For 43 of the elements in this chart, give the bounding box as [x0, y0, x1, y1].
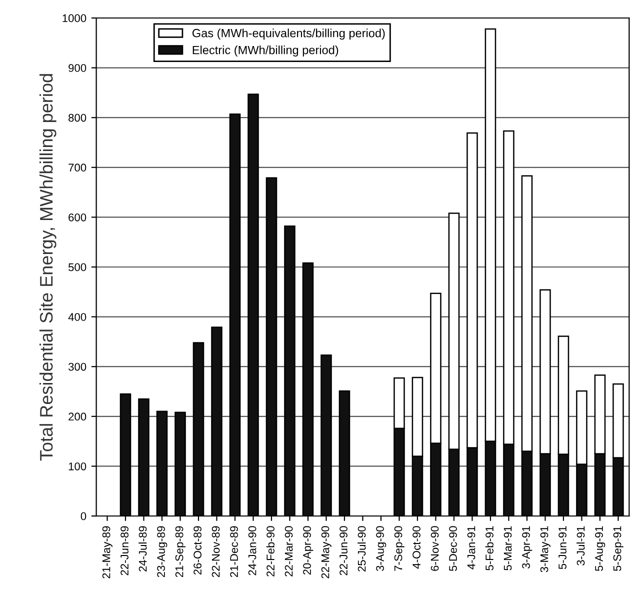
x-tick-label: 4-Jan-91 [467, 526, 476, 570]
x-tick-label: 3-May-91 [540, 526, 550, 572]
y-tick-label: 500 [68, 263, 86, 272]
x-tick-label: 22-Nov-89 [212, 526, 220, 578]
y-tick-label: 100 [68, 462, 86, 470]
x-tick-label: 6-Nov-90 [430, 526, 439, 571]
y-tick-label: 600 [68, 213, 86, 222]
y-tick-label: 200 [68, 412, 86, 421]
x-tick-label: 22-Feb-90 [266, 526, 274, 576]
x-tick-label: 5-Feb-91 [485, 526, 494, 570]
legend-label: Gas (MWh-equivalents/billing period) [192, 28, 385, 40]
legend-label: Electric (MWh/billing period) [192, 46, 338, 57]
x-tick-label: 5-Aug-91 [595, 526, 606, 571]
x-tick-label: 3-Aug-90 [376, 526, 386, 572]
x-tick-label: 22-Jun-90 [340, 526, 348, 576]
x-tick-label: 22-May-90 [321, 526, 332, 578]
y-tick-label: 800 [68, 114, 86, 122]
x-tick-label: 26-Oct-89 [194, 526, 202, 575]
x-tick-label: 25-Jul-90 [358, 526, 366, 572]
x-tick-label: 21-Sep-89 [175, 526, 186, 578]
x-tick-label: 5-Dec-90 [449, 526, 457, 571]
y-tick-label: 400 [68, 313, 86, 321]
x-tick-label: 5-Sep-91 [613, 526, 624, 571]
x-tick-label: 3-Jul-91 [576, 526, 585, 566]
y-axis-title: Total Residential Site Energy, MWh/billing period [39, 74, 56, 461]
x-tick-label: 23-Aug-89 [157, 526, 168, 578]
y-tick-label: 1000 [62, 14, 86, 22]
x-tick-label: 3-Apr-91 [522, 526, 532, 569]
y-tick-label: 700 [68, 164, 86, 172]
y-tick-label: 300 [68, 362, 86, 371]
x-tick-label: 24-Jul-89 [138, 526, 147, 572]
x-tick-label: 5-Mar-91 [504, 526, 512, 570]
x-tick-label: 4-Oct-90 [412, 526, 420, 569]
x-tick-label: 22-Jun-89 [120, 526, 128, 576]
x-tick-label: 5-Jun-91 [558, 526, 566, 570]
x-tick-label: 22-Mar-90 [284, 526, 293, 576]
x-tick-label: 21-Dec-89 [230, 526, 238, 578]
x-tick-label: 24-Jan-90 [248, 526, 256, 576]
x-tick-label: 21-May-89 [102, 526, 112, 578]
x-tick-label: 7-Sep-90 [394, 526, 404, 571]
x-tick-label: 20-Apr-90 [303, 526, 314, 575]
y-tick-label: 900 [68, 64, 86, 72]
y-tick-label: 0 [80, 512, 86, 520]
